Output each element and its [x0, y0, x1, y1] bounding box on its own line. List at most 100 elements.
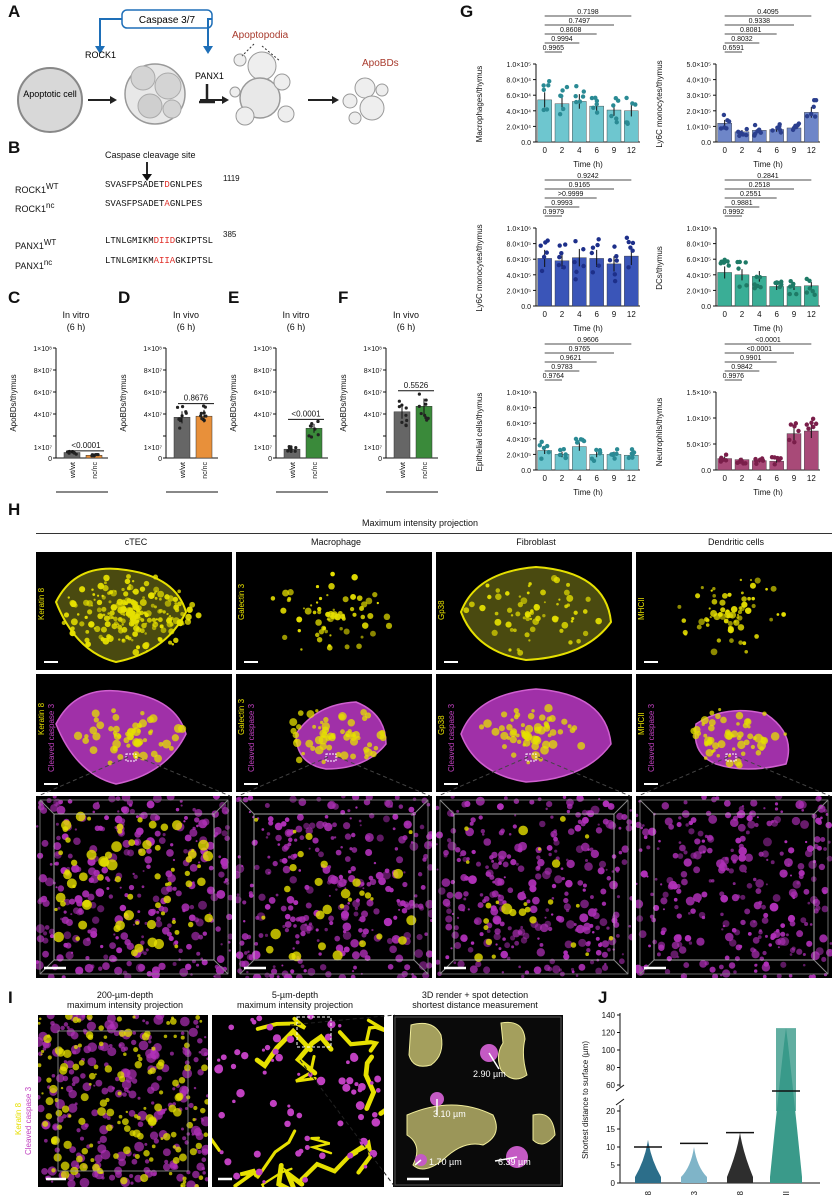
caspase-spot: [36, 935, 45, 943]
caspase-spot: [249, 883, 254, 888]
caspase-spot: [491, 890, 499, 898]
signal-spot: [534, 608, 538, 611]
caspase-spot: [764, 934, 768, 938]
signal-spot: [126, 574, 131, 579]
x-tick-label: 2: [740, 146, 745, 155]
signal-spot: [121, 587, 125, 592]
caspase-spot: [61, 975, 66, 978]
caspase-spot: [369, 1149, 378, 1158]
marker-spot: [114, 876, 122, 883]
keratin-spot: [86, 1015, 93, 1021]
keratin-spot: [178, 1153, 187, 1162]
x-tick-label: MHCII: [782, 1191, 791, 1195]
caspase-spot: [342, 931, 352, 940]
signal-spot: [532, 735, 542, 745]
x-tick-label: 9: [612, 146, 617, 155]
caspase-spot: [518, 965, 521, 969]
signal-spot: [723, 618, 729, 624]
caspase-spot: [773, 816, 781, 824]
caspase-spot: [754, 822, 759, 828]
caspase-spot: [456, 857, 461, 863]
caspase-spot: [218, 1111, 225, 1119]
signal-spot: [516, 648, 520, 652]
signal-spot: [326, 618, 329, 621]
keratin-spot: [194, 1184, 200, 1187]
caspase-spot: [287, 1109, 295, 1117]
signal-spot: [131, 728, 137, 734]
caspase-spot: [149, 1131, 159, 1140]
signal-spot: [528, 639, 531, 642]
caspase-spot: [493, 932, 501, 941]
caspase-spot: [621, 953, 624, 956]
caspase-spot: [601, 901, 607, 906]
caspase-spot: [591, 931, 595, 934]
marker-spot: [518, 908, 527, 917]
keratin-spot: [73, 1045, 78, 1050]
signal-spot: [158, 608, 163, 613]
data-point: [726, 263, 731, 268]
signal-spot: [361, 601, 368, 608]
caspase-spot: [539, 943, 544, 947]
caspase-spot: [38, 874, 48, 883]
caspase-spot: [191, 1133, 195, 1136]
caspase-spot: [80, 1073, 86, 1079]
caspase-spot: [788, 974, 793, 978]
data-point: [770, 128, 775, 133]
caspase-spot: [575, 974, 579, 977]
signal-spot: [102, 637, 110, 645]
data-point: [725, 118, 730, 123]
caspase-spot: [247, 796, 254, 801]
signal-spot: [177, 601, 182, 607]
y-tick-label: 0.0: [701, 468, 711, 475]
y-tick-label: 2.0×10⁵: [686, 109, 711, 116]
caspase-spot: [71, 864, 80, 873]
keratin-spot: [94, 1073, 97, 1076]
caspase-spot: [723, 799, 731, 807]
signal-spot: [132, 649, 140, 656]
caspase-spot: [721, 969, 731, 978]
caspase-spot: [815, 947, 824, 956]
caspase-spot: [284, 921, 292, 928]
y-axis-label: ApoBDs/thymus: [119, 374, 128, 431]
data-point: [543, 240, 548, 245]
signal-spot: [329, 634, 332, 637]
caspase-spot: [789, 920, 796, 927]
caspase-spot: [656, 952, 661, 957]
caspase-spot: [128, 1110, 136, 1117]
caspase-spot: [340, 809, 346, 815]
signal-spot: [70, 600, 77, 608]
keratin-spot: [106, 1108, 115, 1117]
caspase-spot: [213, 975, 216, 978]
caspase-spot: [294, 838, 298, 842]
data-point: [614, 258, 619, 263]
signal-spot: [321, 726, 330, 734]
data-point: [778, 128, 783, 133]
keratin-spot: [105, 1124, 113, 1132]
signal-spot: [529, 617, 533, 621]
signal-spot: [769, 617, 774, 622]
caspase-spot: [802, 963, 806, 967]
keratin-spot: [140, 1173, 149, 1183]
y-tick-label: 8×10⁷: [254, 368, 273, 375]
marker-spot: [524, 906, 531, 913]
caspase-spot: [359, 824, 362, 827]
caspase-spot: [86, 1021, 97, 1031]
keratin-spot: [192, 1118, 196, 1122]
y-tick-label: 1×10⁷: [144, 445, 163, 452]
signal-spot: [138, 616, 142, 621]
caspase-spot: [467, 908, 470, 911]
caspase-spot: [721, 928, 724, 931]
apoptopodia-label: Apoptopodia: [232, 30, 289, 41]
caspase-spot: [382, 870, 391, 880]
data-point: [397, 405, 401, 409]
x-tick-label: 4: [757, 310, 762, 319]
caspase-spot: [97, 905, 105, 913]
marker-image: [636, 552, 832, 670]
x-axis-label: Time (h): [573, 160, 603, 169]
caspase-spot: [788, 847, 795, 854]
x-tick-label: 0: [542, 310, 547, 319]
caspase-spot: [353, 911, 359, 917]
data-point: [577, 99, 583, 104]
sequence-row: PANX1nc LTNLGMIKMAIIAGKIPTSL: [15, 256, 213, 274]
caspase-spot: [697, 900, 700, 903]
